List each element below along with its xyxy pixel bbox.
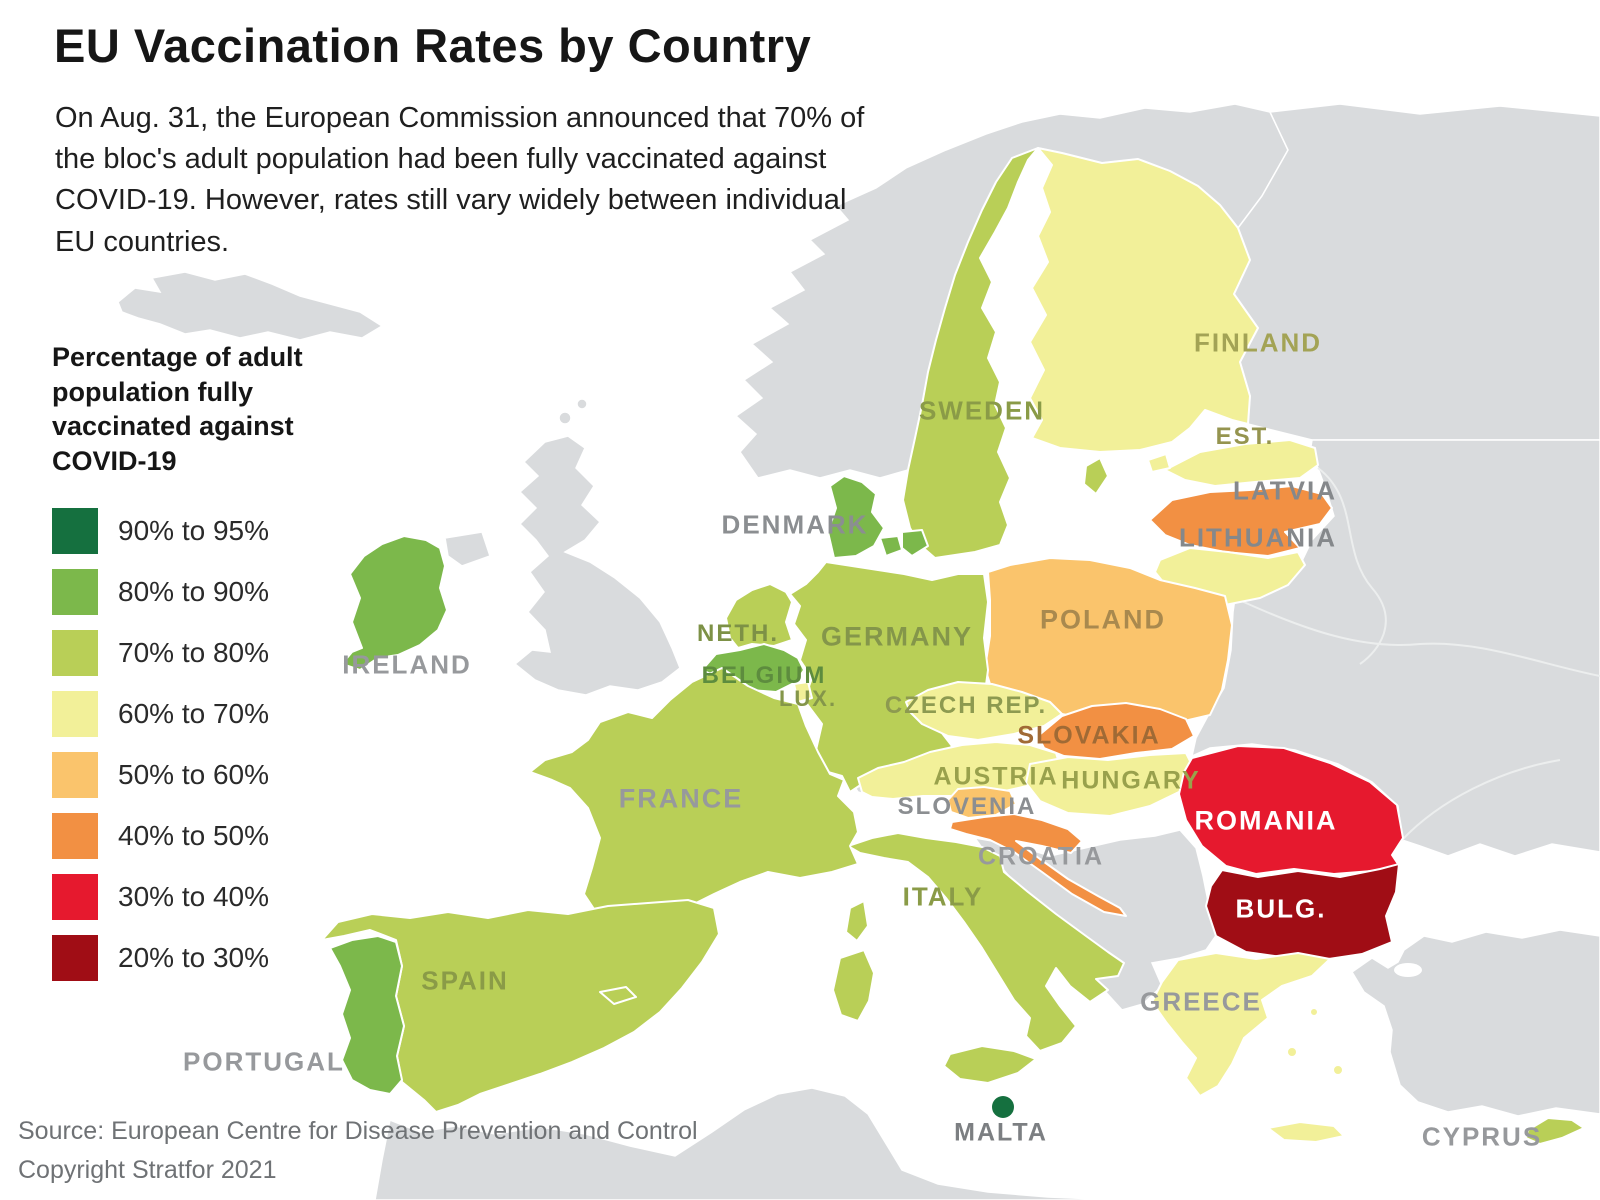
country-sweden [902, 147, 1039, 559]
landmass-uk [513, 435, 681, 696]
country-italy-sardinia [832, 949, 875, 1022]
country-bulgaria [1205, 863, 1400, 961]
country-denmark-funen [879, 535, 903, 557]
country-luxembourg [793, 681, 813, 703]
internal-border [1317, 467, 1387, 665]
landmass-east-band [1190, 439, 1600, 857]
country-france-corsica [845, 900, 869, 942]
country-portugal [329, 935, 405, 1095]
landmass-northern-ireland [444, 531, 491, 567]
landmass-russia-north [1233, 103, 1600, 441]
sea-of-marmara [1394, 963, 1422, 977]
country-malta-dot [992, 1096, 1014, 1118]
landmass-isles [576, 398, 588, 410]
country-czech [905, 681, 1063, 741]
country-sweden-gotland [1083, 457, 1109, 495]
country-croatia [949, 813, 1127, 917]
country-latvia [1149, 485, 1333, 557]
country-finland [1029, 147, 1259, 453]
country-slovakia [1037, 702, 1195, 760]
country-spain-balearics [599, 986, 637, 1005]
internal-border [1234, 597, 1600, 677]
country-estonia-islands [1147, 453, 1171, 473]
eu-countries [321, 147, 1585, 1145]
country-ireland [341, 535, 448, 671]
country-france [529, 667, 859, 913]
country-italy [847, 832, 1125, 1052]
country-greece-island [1309, 1007, 1319, 1017]
landmass-iceland [117, 271, 384, 341]
non-eu-land [117, 103, 1600, 1200]
country-estonia [1164, 439, 1319, 487]
country-denmark-zealand [901, 529, 929, 557]
country-greece-island [1332, 1064, 1344, 1076]
country-greece-island [1286, 1046, 1298, 1058]
country-greece-crete [1267, 1121, 1345, 1143]
country-greece [1151, 952, 1331, 1097]
landmass-isles [558, 411, 572, 425]
country-slovenia [947, 786, 1017, 819]
internal-border [1401, 759, 1561, 841]
country-austria [857, 741, 1062, 800]
country-denmark [827, 475, 885, 559]
landmass-turkey [1350, 929, 1600, 1117]
country-netherlands [725, 583, 793, 649]
country-italy-sicily [943, 1045, 1037, 1084]
landmass-north-africa [374, 1087, 1121, 1200]
country-cyprus [1525, 1117, 1585, 1145]
